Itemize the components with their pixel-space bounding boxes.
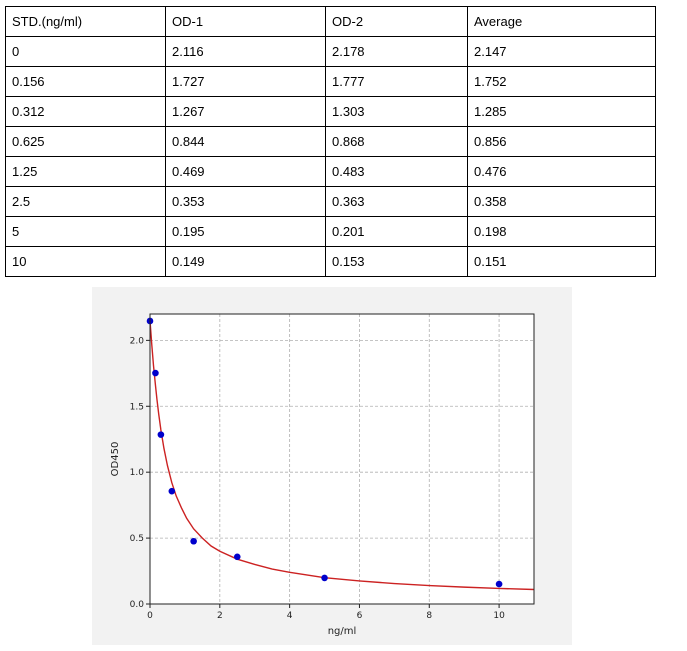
axis-ticks: 0 2 4 6 8 10 0.0 0.5 1.0 1.5 2.0 — [130, 336, 505, 621]
table-row: 0.312 1.267 1.303 1.285 — [5, 96, 656, 127]
cell-od1: 0.844 — [165, 126, 326, 157]
data-point — [190, 537, 197, 545]
y-tick-label: 0.5 — [130, 534, 144, 544]
table-header-row: STD.(ng/ml) OD-1 OD-2 Average — [5, 6, 656, 37]
cell-od2: 0.201 — [325, 216, 468, 247]
x-tick-label: 6 — [357, 611, 363, 621]
cell-od2: 0.868 — [325, 126, 468, 157]
data-point — [321, 574, 328, 582]
cell-average: 0.476 — [467, 156, 656, 187]
table-row: 0.156 1.727 1.777 1.752 — [5, 66, 656, 97]
x-tick-label: 0 — [147, 611, 153, 621]
cell-od1: 0.353 — [165, 186, 326, 217]
cell-od1: 2.116 — [165, 36, 326, 67]
cell-od1: 1.267 — [165, 96, 326, 127]
cell-average: 0.358 — [467, 186, 656, 217]
cell-average: 0.198 — [467, 216, 656, 247]
header-std: STD.(ng/ml) — [5, 6, 166, 37]
data-points — [146, 317, 503, 588]
fit-curve — [149, 320, 535, 591]
cell-od1: 1.727 — [165, 66, 326, 97]
x-tick-label: 2 — [217, 611, 223, 621]
cell-std: 0.312 — [5, 96, 166, 127]
cell-std: 5 — [5, 216, 166, 247]
plot-area — [150, 314, 534, 604]
cell-std: 10 — [5, 246, 166, 277]
cell-od1: 0.469 — [165, 156, 326, 187]
cell-average: 1.752 — [467, 66, 656, 97]
cell-od2: 0.483 — [325, 156, 468, 187]
cell-std: 0 — [5, 36, 166, 67]
plot-frame — [149, 313, 535, 605]
cell-od2: 1.777 — [325, 66, 468, 97]
data-point — [495, 580, 503, 588]
cell-std: 0.625 — [5, 126, 166, 157]
table-row: 5 0.195 0.201 0.198 — [5, 216, 656, 247]
cell-std: 0.156 — [5, 66, 166, 97]
table-row: 0.625 0.844 0.868 0.856 — [5, 126, 656, 157]
table-row: 0 2.116 2.178 2.147 — [5, 36, 656, 67]
cell-od1: 0.195 — [165, 216, 326, 247]
cell-std: 2.5 — [5, 186, 166, 217]
cell-od1: 0.149 — [165, 246, 326, 277]
chart-svg: 0 2 4 6 8 10 0.0 0.5 1.0 1.5 2.0 ng/ml OD450 — [110, 313, 535, 637]
data-point — [152, 369, 159, 377]
y-tick-label: 0.0 — [130, 600, 145, 610]
y-tick-label: 2.0 — [130, 336, 145, 346]
x-tick-label: 8 — [426, 611, 432, 621]
y-axis-label: OD450 — [110, 442, 121, 477]
table-row: 2.5 0.353 0.363 0.358 — [5, 186, 656, 217]
cell-std: 1.25 — [5, 156, 166, 187]
cell-average: 0.856 — [467, 126, 656, 157]
y-tick-label: 1.0 — [130, 468, 145, 478]
x-tick-label: 10 — [493, 611, 505, 621]
header-average: Average — [467, 6, 656, 37]
data-point — [157, 431, 165, 438]
x-axis-label: ng/ml — [328, 626, 357, 637]
standard-curve-table: STD.(ng/ml) OD-1 OD-2 Average 0 2.116 2.… — [5, 6, 656, 277]
standard-curve-chart: 0 2 4 6 8 10 0.0 0.5 1.0 1.5 2.0 ng/ml OD450 — [92, 287, 572, 645]
table-row: 10 0.149 0.153 0.151 — [5, 246, 656, 277]
table-row: 1.25 0.469 0.483 0.476 — [5, 156, 656, 187]
header-od2: OD-2 — [325, 6, 468, 37]
y-tick-label: 1.5 — [130, 402, 144, 412]
cell-od2: 0.363 — [325, 186, 468, 217]
cell-average: 0.151 — [467, 246, 656, 277]
data-point — [233, 553, 241, 561]
cell-od2: 1.303 — [325, 96, 468, 127]
data-point — [168, 487, 176, 495]
cell-od2: 0.153 — [325, 246, 468, 277]
cell-average: 2.147 — [467, 36, 656, 67]
cell-average: 1.285 — [467, 96, 656, 127]
cell-od2: 2.178 — [325, 36, 468, 67]
x-tick-label: 4 — [287, 611, 293, 621]
header-od1: OD-1 — [165, 6, 326, 37]
